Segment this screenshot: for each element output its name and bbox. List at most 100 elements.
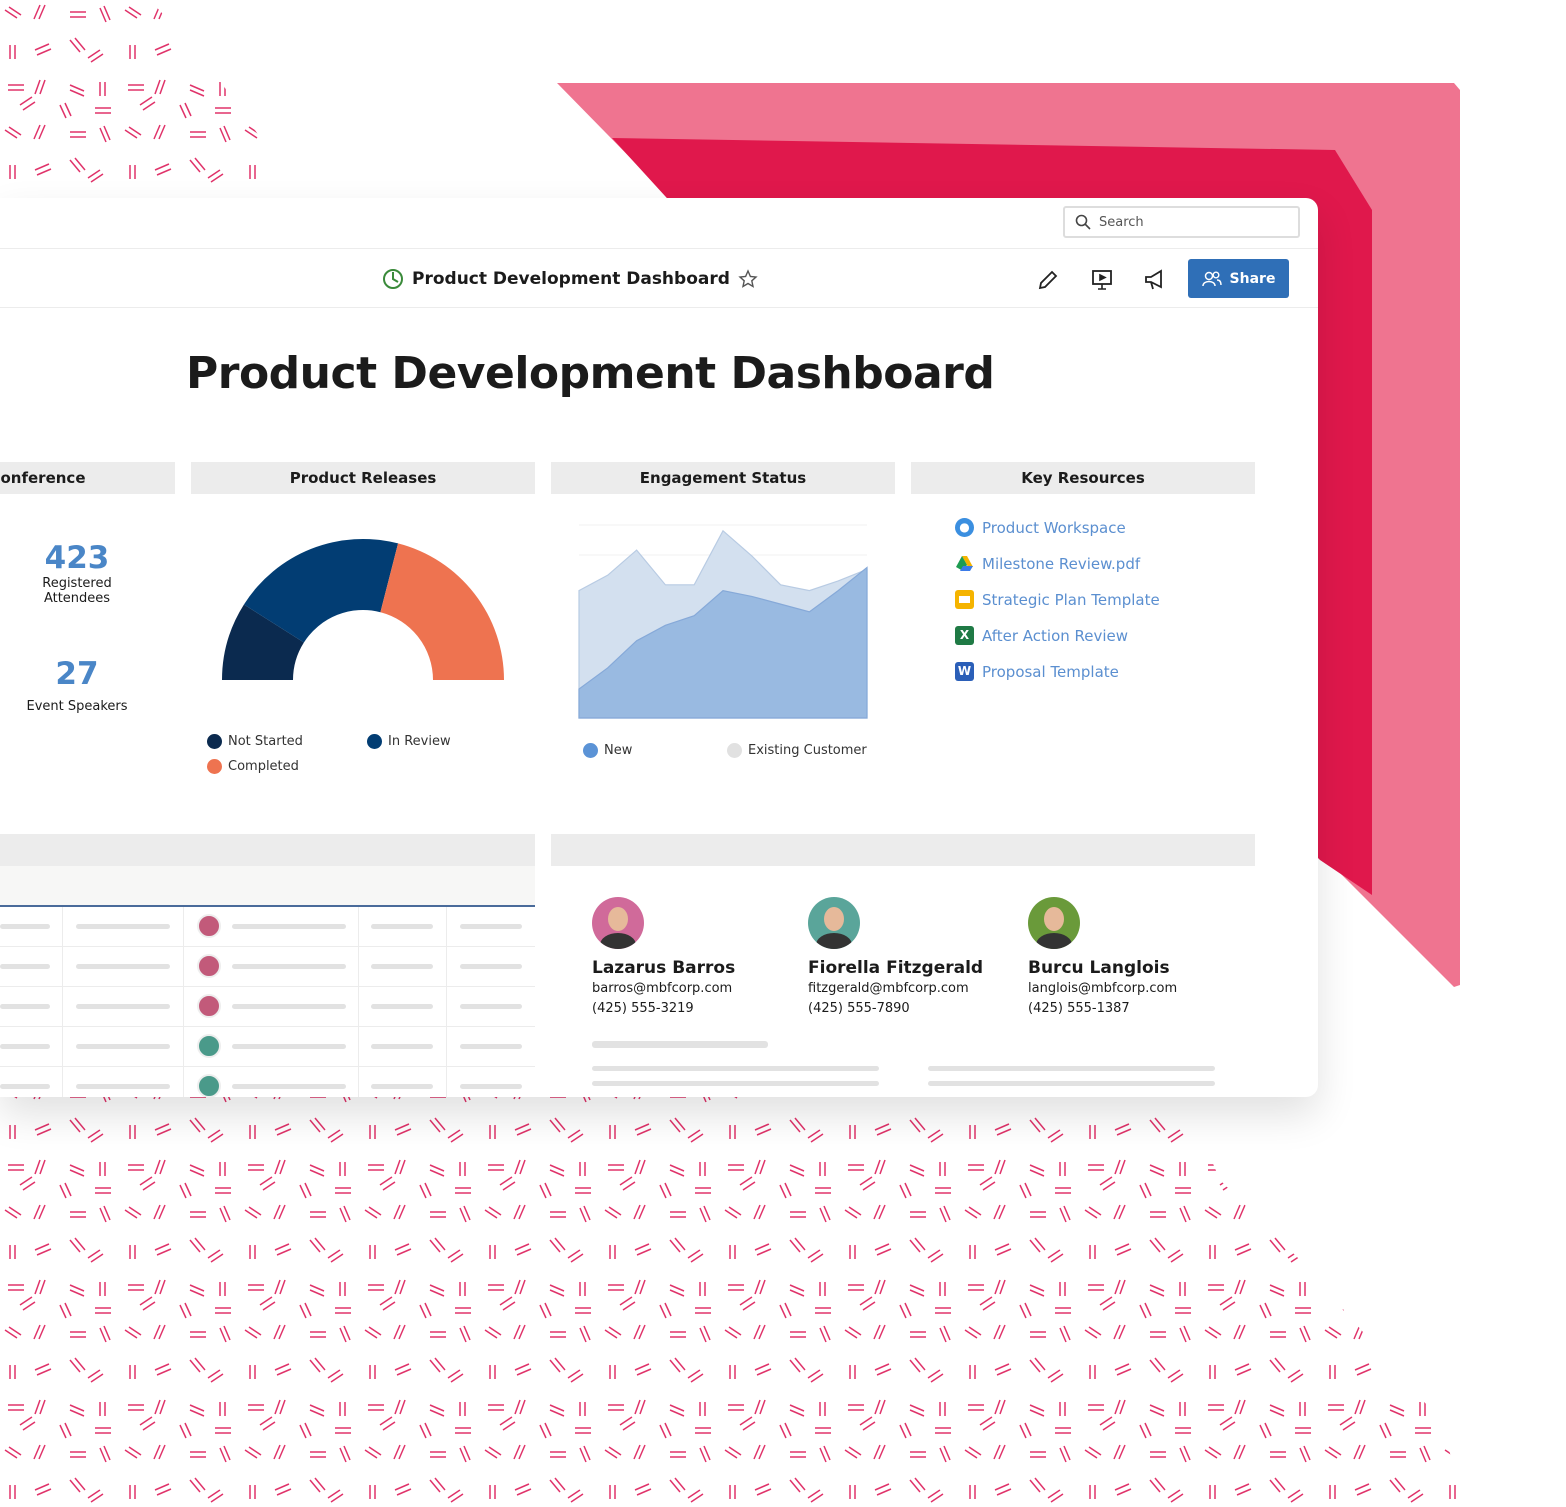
divider (0, 248, 1318, 249)
legend-label: Not Started (228, 734, 303, 749)
donut-segment (222, 604, 304, 680)
legend-dot (367, 734, 382, 749)
contact-email: fitzgerald@mbfcorp.com (808, 981, 969, 996)
legend-dot (727, 743, 742, 758)
avatar-face (824, 907, 844, 931)
contact-name: Burcu Langlois (1028, 958, 1170, 978)
legend-item: New (583, 743, 632, 758)
resource-label: After Action Review (982, 626, 1129, 645)
avatar-body (816, 933, 852, 949)
row-avatar (197, 914, 221, 938)
contact-phone: (425) 555-7890 (808, 1001, 910, 1016)
placeholder (232, 964, 346, 969)
avatar-face (1044, 907, 1064, 931)
avatar (592, 897, 644, 949)
placeholder (371, 1084, 433, 1089)
widget-header: Key Resources (911, 462, 1255, 494)
col-rule (183, 907, 184, 1097)
legend-label: New (604, 743, 633, 758)
placeholder (76, 964, 170, 969)
row-rule (0, 1066, 535, 1067)
edit-icon[interactable] (1036, 268, 1060, 292)
legend-item: Completed (207, 759, 299, 774)
legend-item: Existing Customer (727, 743, 867, 758)
resource-link[interactable]: Milestone Review.pdf (955, 554, 1140, 573)
placeholder (371, 924, 433, 929)
share-icon (1201, 271, 1222, 286)
resource-link[interactable]: W Proposal Template (955, 662, 1119, 681)
announce-icon[interactable] (1143, 268, 1167, 292)
header-title-row: Product Development Dashboard (382, 268, 758, 290)
placeholder (460, 1044, 522, 1049)
placeholder (76, 1004, 170, 1009)
placeholder (0, 924, 50, 929)
placeholder (460, 1004, 522, 1009)
legend-dot (207, 734, 222, 749)
section-header (551, 834, 1255, 866)
placeholder (928, 1066, 1215, 1071)
search-icon (1075, 214, 1091, 230)
placeholder (371, 964, 433, 969)
contact: Lazarus Barros barros@mbfcorp.com (425) 55… (592, 957, 735, 1019)
search-box[interactable]: Search (1063, 206, 1300, 238)
stat-value: 423 (44, 540, 110, 576)
row-avatar (197, 1074, 221, 1097)
row-rule (0, 946, 535, 947)
col-rule (446, 907, 447, 1097)
legend-label: Existing Customer (748, 743, 867, 758)
placeholder (592, 1066, 879, 1071)
dashboard-card: Search Product Development Dashboard Sha… (0, 198, 1318, 1097)
page-title: Product Development Dashboard (186, 348, 995, 399)
legend-dot (207, 759, 222, 774)
row-avatar (197, 954, 221, 978)
placeholder (0, 964, 50, 969)
present-icon[interactable] (1090, 268, 1114, 292)
placeholder (371, 1044, 433, 1049)
resource-label: Proposal Template (982, 662, 1119, 681)
share-button[interactable]: Share (1188, 259, 1289, 298)
legend-label: In Review (388, 734, 451, 749)
header-title: Product Development Dashboard (412, 269, 730, 289)
area-series (578, 566, 868, 719)
resource-link[interactable]: ● Product Workspace (955, 518, 1126, 537)
contact: Fiorella Fitzgerald fitzgerald@mbfcorp.co… (808, 957, 983, 1019)
placeholder (76, 1084, 170, 1089)
table-head (0, 866, 535, 905)
resource-link[interactable]: X After Action Review (955, 626, 1128, 645)
resource-label: Milestone Review.pdf (982, 554, 1141, 573)
row-rule (0, 1026, 535, 1027)
divider (0, 307, 1318, 308)
avatar-face (608, 907, 628, 931)
placeholder (232, 1044, 346, 1049)
col-rule (358, 907, 359, 1097)
widget-header: Product Releases (191, 462, 535, 494)
placeholder (76, 924, 170, 929)
favorite-star[interactable] (738, 269, 758, 289)
contact-phone: (425) 555-3219 (592, 1001, 694, 1016)
dashboard-icon (383, 269, 403, 289)
placeholder (592, 1041, 768, 1048)
placeholder (0, 1084, 50, 1089)
placeholder (460, 924, 522, 929)
col-rule (62, 907, 63, 1097)
resource-link[interactable]: Strategic Plan Template (955, 590, 1160, 609)
drive-icon (956, 556, 973, 571)
placeholder (232, 1084, 346, 1089)
avatar (808, 897, 860, 949)
donut-segment (380, 543, 504, 680)
legend-item: Not Started (207, 734, 303, 749)
placeholder (460, 1084, 522, 1089)
placeholder (460, 964, 522, 969)
legend-dot (583, 743, 598, 758)
resource-label: Strategic Plan Template (982, 590, 1160, 609)
avatar-body (600, 933, 636, 949)
stat-label: Registered Attendees (42, 576, 112, 606)
placeholder (232, 1004, 346, 1009)
placeholder (928, 1081, 1215, 1086)
stat-value: 27 (55, 656, 99, 692)
avatar-body (1036, 933, 1072, 949)
contact: Burcu Langlois langlois@mbfcorp.com (425) … (1028, 957, 1177, 1019)
hatch-top (0, 0, 272, 197)
